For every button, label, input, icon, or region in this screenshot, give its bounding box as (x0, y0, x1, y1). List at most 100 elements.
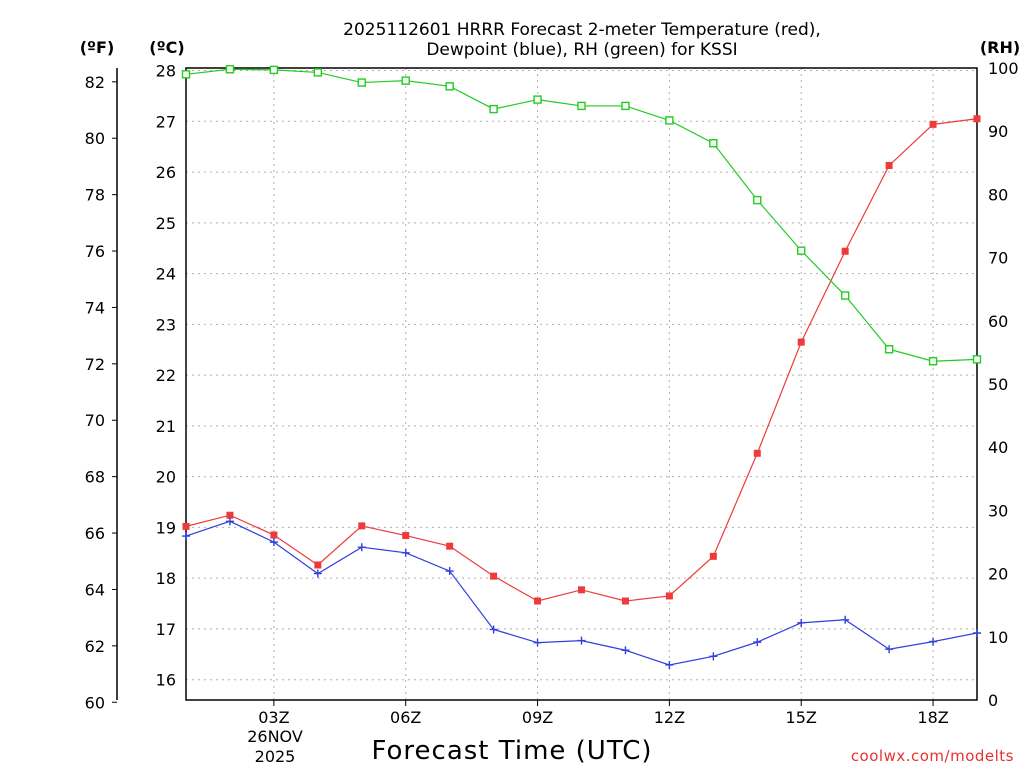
fahrenheit-tick-label: 60 (85, 693, 105, 712)
rh-point (577, 101, 586, 111)
rh-point (753, 195, 762, 205)
x-tick-label: 09Z (522, 708, 553, 727)
rh-point (445, 82, 454, 91)
dewpoint-point (313, 569, 322, 578)
rh-point (928, 357, 938, 366)
series-dewpoint (182, 517, 981, 669)
rh-point (313, 68, 323, 77)
credit-link[interactable]: coolwx.com/modelts (851, 747, 1014, 765)
x-tick-label: 18Z (917, 708, 948, 727)
rh-tick-label: 100 (988, 59, 1019, 78)
temperature-point (534, 597, 542, 605)
rh-tick-label: 40 (988, 438, 1008, 457)
temperature-point (797, 338, 805, 346)
dewpoint-point (841, 615, 850, 624)
rh-tick-label: 60 (988, 312, 1008, 331)
temperature-point (270, 531, 278, 539)
celsius-tick-label: 17 (156, 620, 176, 639)
date-day-label: 26NOV (247, 727, 303, 746)
dewpoint-point (357, 543, 366, 552)
series-temperature (182, 115, 981, 605)
temperature-point (929, 120, 937, 128)
fahrenheit-tick-label: 82 (85, 73, 105, 92)
temperature-point (314, 561, 322, 569)
rh-point (797, 246, 806, 255)
dewpoint-point (269, 538, 278, 547)
temperature-point (621, 597, 629, 605)
dewpoint-point (182, 532, 190, 541)
rh-tick-label: 20 (988, 565, 1008, 584)
x-tick-label: 15Z (786, 708, 817, 727)
dewpoint-point (885, 645, 894, 654)
rh-point (972, 355, 982, 364)
celsius-tick-label: 18 (156, 569, 176, 588)
dewpoint-point (621, 646, 630, 655)
rh-tick-label: 0 (988, 691, 998, 710)
rh-point (181, 70, 191, 79)
celsius-tick-label: 28 (156, 62, 176, 81)
temperature-point (182, 522, 190, 530)
dewpoint-point (225, 517, 234, 526)
rh-tick-label: 10 (988, 628, 1008, 647)
dewpoint-point (709, 652, 718, 661)
rh-point (709, 139, 718, 148)
rh-unit-label: (RH) (980, 38, 1020, 57)
celsius-tick-label: 26 (156, 163, 176, 182)
temperature-line (185, 118, 978, 602)
rh-point (665, 116, 674, 125)
date-year-label: 2025 (255, 747, 296, 766)
rh-tick-label: 50 (988, 375, 1008, 394)
dewpoint-point (929, 637, 938, 646)
fahrenheit-tick-label: 68 (85, 468, 105, 487)
fahrenheit-tick-label: 74 (85, 298, 105, 317)
rh-point (357, 78, 366, 87)
rh-point (621, 101, 630, 111)
celsius-tick-label: 20 (156, 468, 176, 487)
rh-line (185, 68, 978, 362)
temperature-point (402, 532, 410, 540)
plot-frame (185, 67, 978, 701)
celsius-unit-label: (ºC) (149, 38, 184, 57)
celsius-tick-label: 22 (156, 366, 176, 385)
fahrenheit-tick-label: 80 (85, 129, 105, 148)
dewpoint-point (973, 628, 981, 637)
chart-title: 2025112601 HRRR Forecast 2-meter Tempera… (343, 20, 821, 60)
temperature-point (358, 522, 366, 530)
x-tick-label: 03Z (258, 708, 289, 727)
title-line-1: 2025112601 HRRR Forecast 2-meter Tempera… (343, 20, 821, 40)
temperature-point (578, 586, 585, 594)
fahrenheit-tick-label: 70 (85, 411, 105, 430)
x-tick-label: 06Z (390, 708, 421, 727)
temperature-point (665, 592, 673, 600)
rh-point (269, 65, 279, 75)
celsius-tick-label: 25 (156, 214, 176, 233)
rh-tick-label: 80 (988, 185, 1008, 204)
fahrenheit-tick-label: 72 (85, 355, 105, 374)
fahrenheit-tick-label: 66 (85, 524, 105, 543)
temperature-point (490, 572, 498, 580)
celsius-tick-label: 21 (156, 417, 176, 436)
dewpoint-point (577, 636, 586, 645)
rh-point (884, 345, 894, 354)
tick-labels: 16 17 18 19 20 21 22 23 24 25 26 27 28 03Z 06Z 09Z 12Z 15… (85, 59, 1019, 727)
temperature-point (885, 161, 893, 169)
rh-tick-label: 30 (988, 501, 1008, 520)
fahrenheit-tick-label: 78 (85, 186, 105, 205)
fahrenheit-tick-label: 76 (85, 242, 105, 261)
axes (112, 67, 978, 706)
title-line-2: Dewpoint (blue), RH (green) for KSSI (426, 40, 737, 60)
dewpoint-point (489, 625, 498, 634)
series-rh (181, 65, 982, 366)
rh-point (533, 95, 542, 104)
celsius-tick-label: 27 (156, 112, 176, 131)
rh-tick-label: 70 (988, 249, 1008, 268)
x-tick-label: 12Z (654, 708, 685, 727)
rh-point (840, 291, 850, 300)
rh-tick-label: 90 (988, 122, 1008, 141)
temperature-point (973, 115, 981, 123)
fahrenheit-unit-label: (ºF) (80, 38, 115, 57)
dewpoint-point (753, 638, 762, 647)
data-series (181, 65, 982, 669)
rh-point (225, 65, 235, 74)
celsius-tick-label: 24 (156, 265, 176, 284)
